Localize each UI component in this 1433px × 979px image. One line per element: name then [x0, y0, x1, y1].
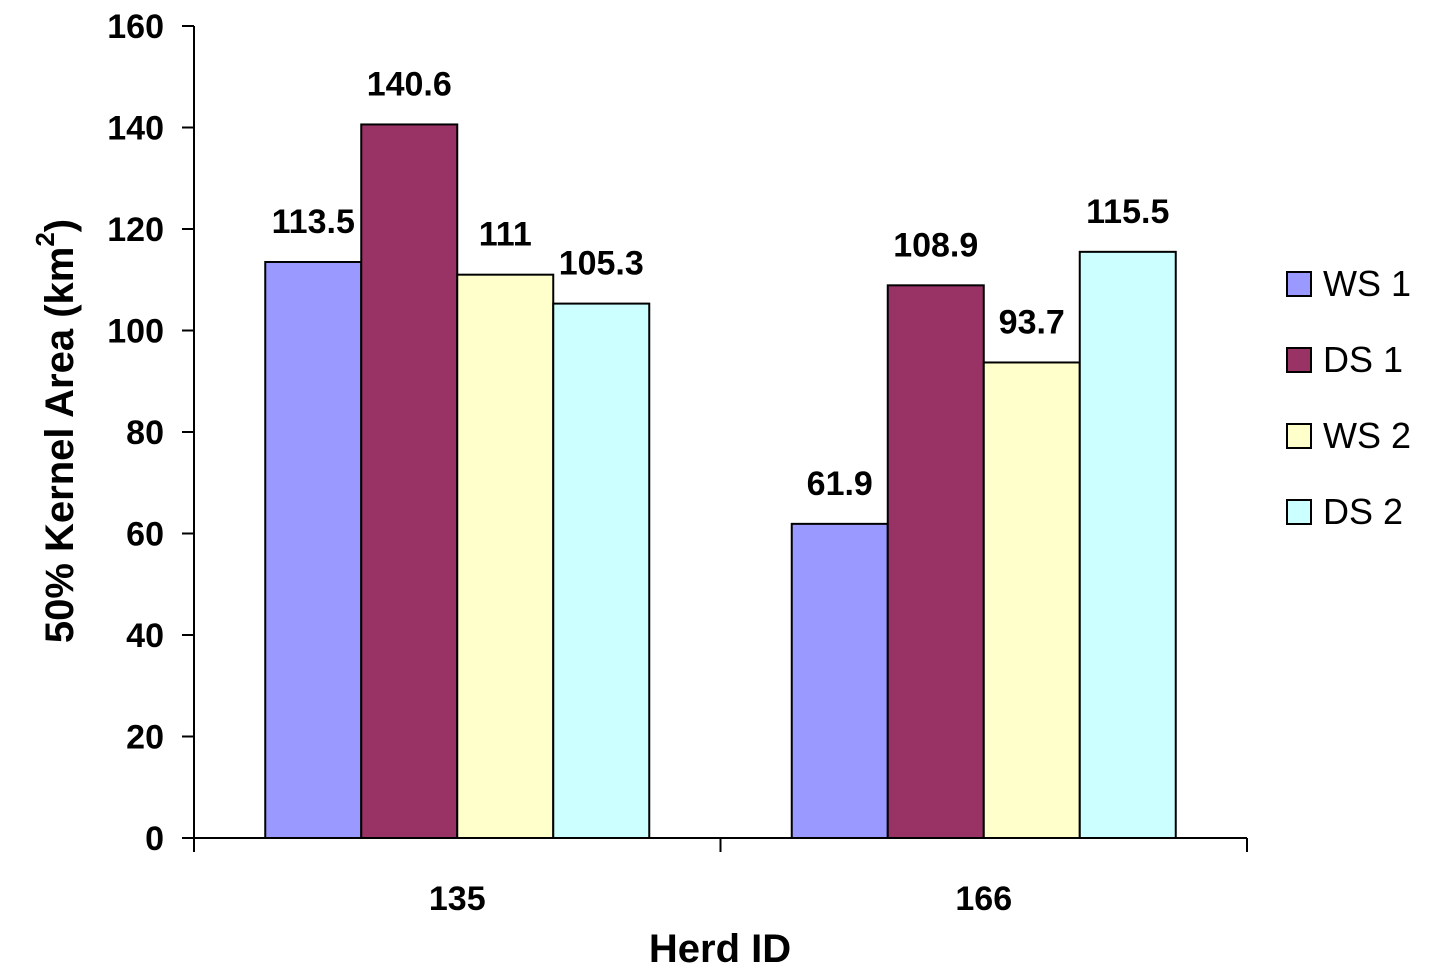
- y-tick-label-0: 0: [145, 820, 164, 858]
- legend-swatch-ds-2: [1286, 499, 1312, 525]
- legend-swatch-ds-1: [1286, 347, 1312, 373]
- data-label-ds-1-135: 140.6: [367, 65, 452, 103]
- x-tick-label-166: 166: [955, 880, 1012, 918]
- legend-swatch-ws-1: [1286, 271, 1312, 297]
- legend-label-ws-1: WS 1: [1323, 263, 1411, 304]
- bar-ds-1-135: [360, 123, 459, 839]
- legend-label-ws-2: WS 2: [1323, 415, 1411, 456]
- y-tick-label-20: 20: [126, 719, 164, 757]
- bar-ds-1-166: [886, 284, 985, 839]
- bar-ds-2-135: [552, 302, 651, 840]
- bar-ws-2-135: [456, 273, 555, 839]
- data-label-ws-1-135: 113.5: [272, 203, 355, 241]
- legend-swatch-ws-2: [1286, 423, 1312, 449]
- y-axis-title-suffix: ): [38, 219, 82, 232]
- legend-label-ds-1: DS 1: [1323, 339, 1403, 380]
- bar-ws-1-135: [264, 260, 363, 839]
- bar-ws-1-166: [790, 522, 889, 839]
- bar-ds-2-166: [1078, 250, 1177, 839]
- x-tick-label-135: 135: [429, 880, 486, 918]
- bars-layer: [264, 123, 1177, 840]
- y-axis-title-main: 50% Kernel Area (km: [38, 247, 82, 643]
- data-label-ds-1-166: 108.9: [893, 226, 978, 264]
- y-tick-label-120: 120: [107, 211, 164, 249]
- data-label-ws-1-166: 61.9: [807, 465, 873, 503]
- y-axis-title-superscript: 2: [30, 232, 60, 246]
- legend-label-ds-2: DS 2: [1323, 491, 1403, 532]
- data-label-ds-2-166: 115.5: [1086, 193, 1169, 231]
- data-labels-layer: 113.5 140.6 111 105.3 61.9 108.9 93.7 115.5: [272, 65, 1170, 502]
- y-tick-label-100: 100: [107, 313, 164, 351]
- x-axis-title: Herd ID: [649, 927, 791, 971]
- y-tick-label-80: 80: [126, 414, 164, 452]
- data-label-ds-2-135: 105.3: [559, 245, 644, 283]
- bar-ws-2-166: [982, 361, 1081, 839]
- y-tick-label-140: 140: [107, 110, 164, 148]
- y-tick-label-160: 160: [107, 8, 164, 46]
- legend: WS 1 DS 1 WS 2 DS 2: [1286, 263, 1411, 532]
- y-axis-title: 50% Kernel Area (km2): [30, 219, 82, 643]
- y-tick-label-40: 40: [126, 617, 164, 655]
- y-tick-label-60: 60: [126, 516, 164, 554]
- axes-layer: 0 20 40 60 80 100 120 140 160 135 166: [107, 8, 1248, 918]
- data-label-ws-2-135: 111: [479, 216, 532, 254]
- data-label-ws-2-166: 93.7: [999, 303, 1065, 341]
